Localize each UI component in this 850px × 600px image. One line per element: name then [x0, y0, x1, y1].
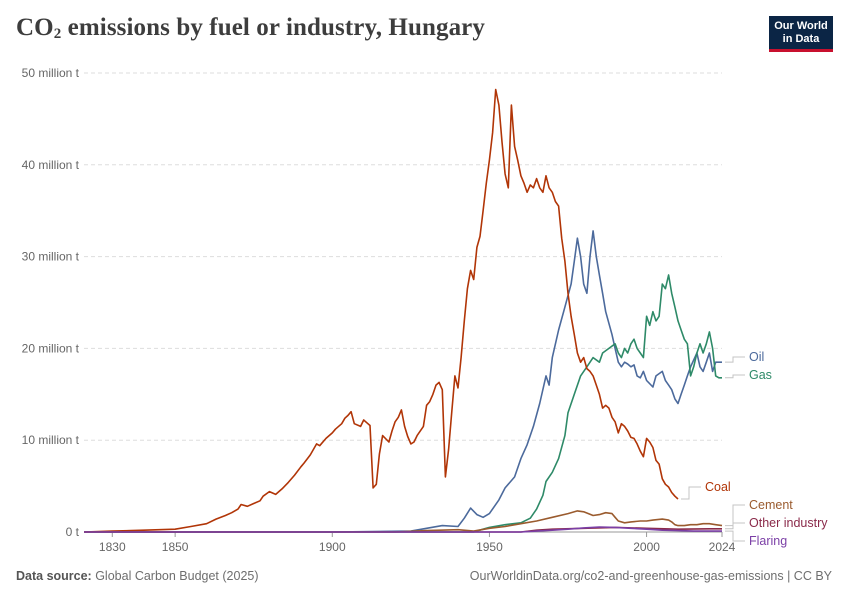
oil-connector — [725, 356, 745, 363]
gridlines — [84, 72, 722, 533]
chart-title: CO2 emissions by fuel or industry, Hunga… — [16, 14, 485, 42]
x-tick-label: 2000 — [633, 540, 660, 554]
y-tick-label: 30 million t — [22, 250, 80, 264]
source-url[interactable]: OurWorldinData.org/co2-and-greenhouse-ga… — [469, 569, 832, 583]
oil-line[interactable] — [84, 230, 722, 533]
y-tick-label: 50 million t — [22, 66, 80, 80]
logo-line-1: Our World — [774, 20, 828, 32]
x-axis-ticks: 1830 1850 1900 1950 2000 2024 — [99, 532, 736, 554]
gas-line[interactable] — [84, 274, 722, 533]
cement-label[interactable]: Cement — [749, 498, 793, 512]
gas-label[interactable]: Gas — [749, 368, 772, 382]
gas-connector — [725, 374, 745, 379]
other-industry-label[interactable]: Other industry — [749, 516, 828, 530]
y-tick-label: 20 million t — [22, 341, 80, 355]
flaring-line[interactable] — [84, 526, 722, 533]
other-industry-connector — [725, 522, 745, 530]
x-tick-label: 2024 — [709, 540, 736, 554]
owid-logo[interactable]: Our World in Data — [769, 16, 833, 52]
data-source: Data source: Global Carbon Budget (2025) — [16, 569, 259, 583]
x-tick-label: 1850 — [162, 540, 189, 554]
oil-label[interactable]: Oil — [749, 350, 764, 364]
y-tick-label: 40 million t — [22, 158, 80, 172]
series-end-labels: Oil Gas Coal Cement Other industry Flaring — [681, 350, 828, 548]
coal-line[interactable] — [83, 88, 679, 533]
coal-connector — [681, 486, 701, 500]
y-axis-ticks: 0 t 10 million t 20 million t 30 million t 4… — [22, 66, 80, 539]
cement-line[interactable] — [84, 510, 723, 533]
logo-line-2: in Data — [782, 33, 820, 45]
x-tick-label: 1830 — [99, 540, 126, 554]
y-tick-label: 10 million t — [22, 433, 80, 447]
coal-label[interactable]: Coal — [705, 480, 731, 494]
y-tick-label: 0 t — [66, 525, 80, 539]
cement-connector — [725, 504, 745, 527]
x-tick-label: 1900 — [319, 540, 346, 554]
series-lines — [83, 88, 723, 533]
x-tick-label: 1950 — [476, 540, 503, 554]
flaring-connector — [725, 530, 745, 542]
flaring-label[interactable]: Flaring — [749, 534, 787, 548]
